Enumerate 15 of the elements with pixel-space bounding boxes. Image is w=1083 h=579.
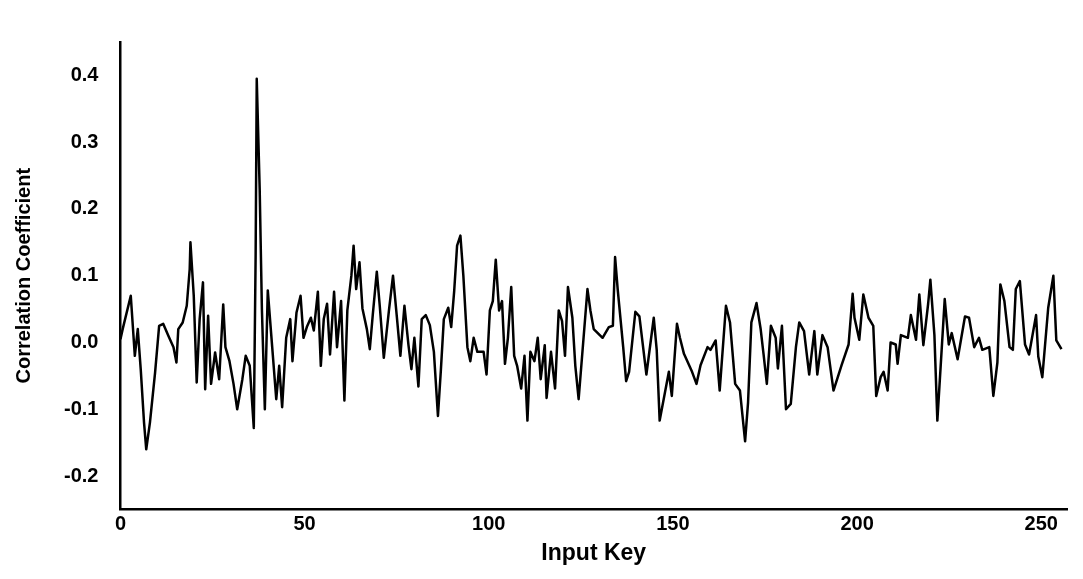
y-tick-label: 0.4 [70,62,100,85]
x-tick-label: 150 [656,511,690,534]
x-tick-label: 0 [114,511,127,534]
x-tick-label: 200 [840,511,874,534]
y-tick-label: 0.2 [70,196,99,219]
x-tick-label: 100 [472,511,506,534]
y-tick-label: -0.2 [63,463,99,486]
x-tick-label: 250 [1024,511,1058,534]
y-tick-label: 0.0 [70,329,99,352]
x-tick-label: 50 [293,511,316,534]
x-axis-title: Input Key [541,538,647,565]
y-tick-label: 0.3 [70,129,99,152]
y-tick-label: 0.1 [70,263,99,286]
y-axis-title: Correlation Coefficient [11,167,34,384]
y-tick-label: -0.1 [63,396,99,419]
